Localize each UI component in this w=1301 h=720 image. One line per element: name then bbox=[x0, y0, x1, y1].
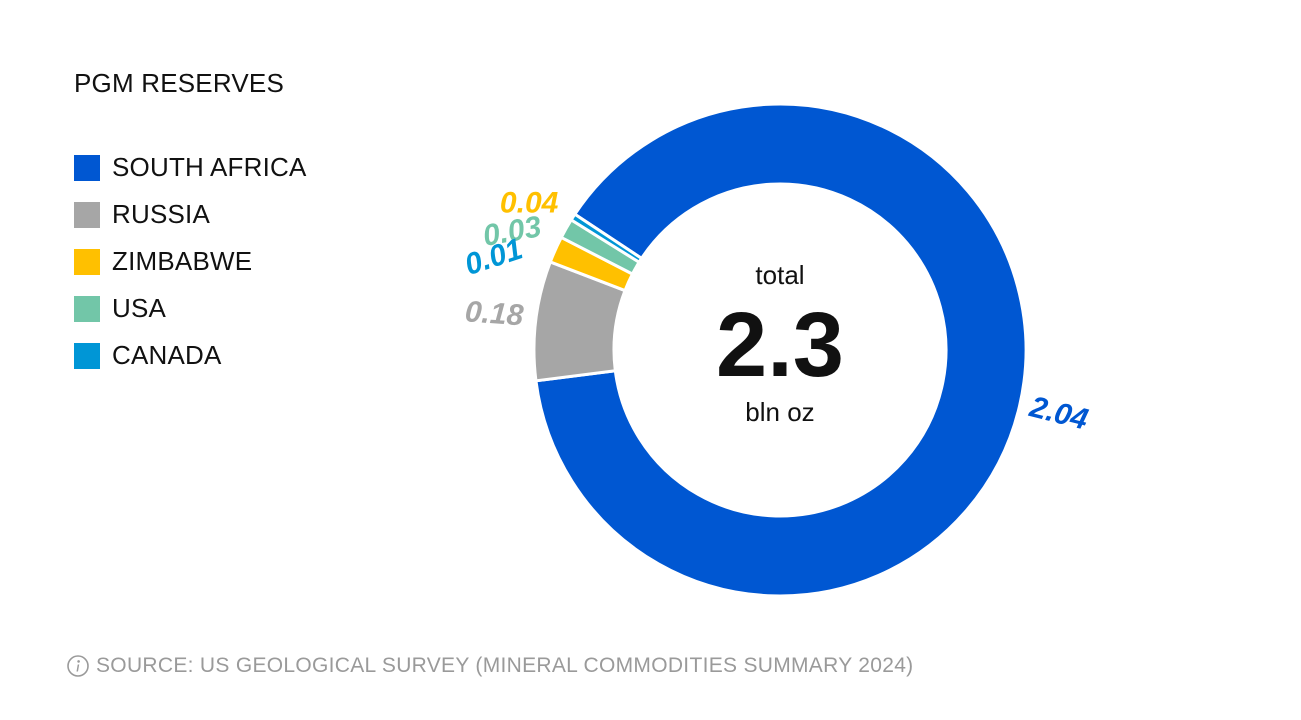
legend-swatch-canada bbox=[74, 342, 100, 369]
donut-slices bbox=[532, 102, 1028, 598]
legend-swatch-russia bbox=[74, 201, 100, 228]
value-label-south-africa: 2.04 bbox=[1026, 390, 1092, 436]
value-label-canada: 0.01 bbox=[461, 232, 527, 281]
center-top-label: total bbox=[755, 260, 804, 290]
slice-canada bbox=[569, 212, 644, 264]
legend-label-zimbabwe: ZIMBABWE bbox=[112, 246, 253, 276]
legend-item-canada: CANADA bbox=[74, 332, 307, 379]
legend: SOUTH AFRICA RUSSIA ZIMBABWE USA CANADA bbox=[74, 144, 307, 379]
legend-swatch-usa bbox=[74, 295, 100, 322]
legend-label-russia: RUSSIA bbox=[112, 199, 211, 229]
value-label-russia: 0.18 bbox=[464, 295, 525, 332]
legend-swatch-south-africa bbox=[74, 154, 100, 181]
legend-item-south-africa: SOUTH AFRICA bbox=[74, 144, 307, 191]
legend-item-zimbabwe: ZIMBABWE bbox=[74, 238, 307, 285]
legend-item-russia: RUSSIA bbox=[74, 191, 307, 238]
legend-label-usa: USA bbox=[112, 293, 167, 323]
value-label-zimbabwe: 0.04 bbox=[500, 186, 559, 219]
legend-label-south-africa: SOUTH AFRICA bbox=[112, 152, 307, 182]
center-total-value: 2.3 bbox=[716, 294, 844, 396]
legend-title: PGM RESERVES bbox=[74, 68, 284, 98]
legend-swatch-zimbabwe bbox=[74, 248, 100, 275]
source-footer: SOURCE: US GEOLOGICAL SURVEY (MINERAL CO… bbox=[66, 654, 913, 678]
source-text: SOURCE: US GEOLOGICAL SURVEY (MINERAL CO… bbox=[96, 654, 914, 677]
legend-item-usa: USA bbox=[74, 285, 307, 332]
legend-label-canada: CANADA bbox=[112, 340, 222, 370]
center-unit-label: bln oz bbox=[745, 397, 814, 427]
slice-south-africa bbox=[534, 102, 1028, 598]
info-icon bbox=[66, 654, 90, 678]
